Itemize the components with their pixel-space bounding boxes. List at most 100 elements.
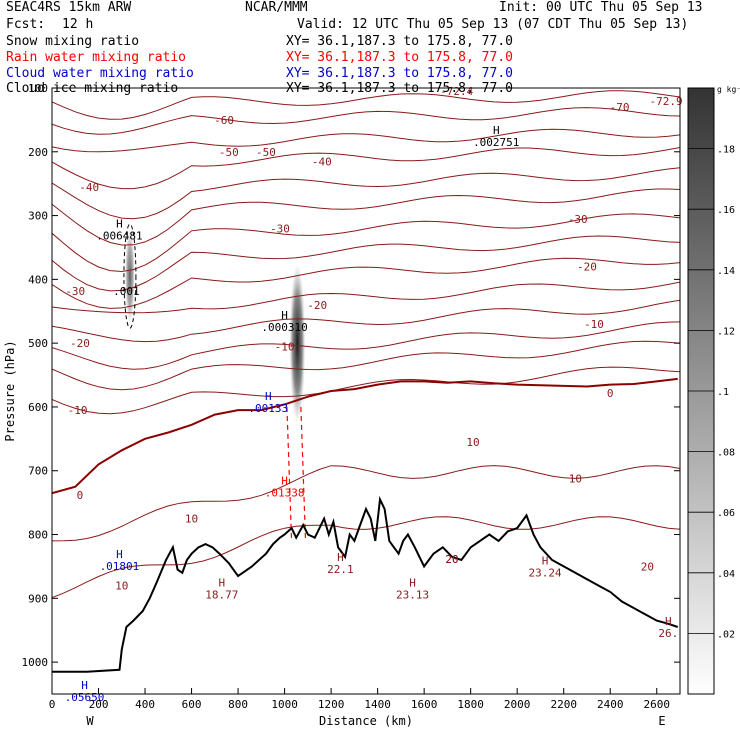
x-tick-label: 2400 xyxy=(597,698,624,711)
x-tick-label: 800 xyxy=(228,698,248,711)
x-tick-label: 400 xyxy=(135,698,155,711)
isotherm xyxy=(52,340,680,391)
isotherm-label: -30 xyxy=(270,222,290,235)
plot-frame xyxy=(51,87,681,695)
isotherm-label: 10 xyxy=(115,580,128,593)
colorbar-tick-label: .1 xyxy=(717,387,729,398)
y-tick-label: 400 xyxy=(28,273,48,286)
max-marker: H xyxy=(493,124,500,137)
isotherm-label: -40 xyxy=(312,155,332,168)
isotherm xyxy=(52,299,680,343)
field-name-cloud-water: Cloud water mixing ratio xyxy=(6,66,194,81)
y-tick-label: 800 xyxy=(28,529,48,542)
isotherm xyxy=(52,188,680,246)
isotherm-label: -72.9 xyxy=(649,95,682,108)
x-tick-label: 1600 xyxy=(411,698,438,711)
isotherm-label: -60 xyxy=(214,114,234,127)
isotherm xyxy=(52,167,680,220)
init-time: Init: 00 UTC Thu 05 Sep 13 xyxy=(499,0,703,15)
isotherm-label: -70 xyxy=(610,101,630,114)
colorbar-tick-label: .02 xyxy=(717,629,735,640)
colorbar-tick-label: .16 xyxy=(717,205,735,216)
isotherm-label: -20 xyxy=(70,337,90,350)
isotherm-label: 10 xyxy=(466,436,479,449)
max-marker: H xyxy=(116,218,123,231)
x-tick-label: 0 xyxy=(49,698,56,711)
isotherm-label: 20 xyxy=(641,560,654,573)
y-tick-label: 600 xyxy=(28,401,48,414)
isotherm xyxy=(52,128,680,153)
max-value: .002751 xyxy=(473,136,519,149)
x-tick-label: 2200 xyxy=(550,698,577,711)
isotherm-label: 10 xyxy=(185,513,198,526)
colorbar-units: g kg⁻¹ xyxy=(717,85,740,94)
isotherm-warm xyxy=(52,516,680,599)
max-marker: H xyxy=(218,577,225,590)
isotherm xyxy=(52,147,680,190)
max-marker: H xyxy=(542,554,549,567)
isotherm-label: 10 xyxy=(569,472,582,485)
isotherm-label: 0 xyxy=(607,387,614,400)
isotherm-label: -40 xyxy=(79,181,99,194)
isotherm xyxy=(52,321,680,370)
field-name-snow: Snow mixing ratio xyxy=(6,34,140,49)
max-value: 23.13 xyxy=(396,589,429,602)
isotherm-label: -72.4 xyxy=(440,85,473,98)
max-marker: H xyxy=(281,475,288,488)
contour-label: 20 xyxy=(445,553,458,566)
y-tick-label: 500 xyxy=(28,337,48,350)
isotherm xyxy=(52,213,680,273)
forecast-hours: 12 h xyxy=(62,17,94,32)
colorbar-tick-label: .14 xyxy=(717,266,735,277)
isotherm xyxy=(52,281,680,314)
x-tick-label: 600 xyxy=(182,698,202,711)
y-tick-label: 100 xyxy=(28,82,48,95)
zero-isotherm xyxy=(52,377,678,495)
colorbar-tick-label: .18 xyxy=(717,145,735,156)
isotherm-label: -10 xyxy=(68,404,88,417)
field-xy-rain: XY= 36.1,187.3 to 175.8, 77.0 xyxy=(286,50,513,65)
isotherm-label: 0 xyxy=(77,489,84,502)
max-marker: H xyxy=(116,548,123,561)
colorbar-tick-label: .06 xyxy=(717,508,735,519)
ice-contour xyxy=(123,223,137,329)
isotherm-label: -30 xyxy=(65,285,85,298)
max-value: 26. xyxy=(658,627,678,640)
isotherm-label: -50 xyxy=(219,146,239,159)
field-xy-cloud-water: XY= 36.1,187.3 to 175.8, 77.0 xyxy=(286,66,513,81)
isotherm xyxy=(52,90,680,120)
max-value: .006481 xyxy=(96,230,142,243)
max-value: .01801 xyxy=(100,560,140,573)
colorbar-tick-label: .12 xyxy=(717,326,735,337)
max-marker: H xyxy=(265,390,272,403)
isotherm-label: -10 xyxy=(275,340,295,353)
x-axis-east: E xyxy=(658,714,665,728)
isotherm xyxy=(52,235,680,292)
isotherm-label: -30 xyxy=(568,213,588,226)
terrain-line xyxy=(52,495,679,673)
field-name-rain: Rain water mixing ratio xyxy=(6,50,187,65)
model-title: SEAC4RS 15km ARW xyxy=(6,0,132,15)
ice-shading xyxy=(124,228,135,325)
max-marker: H xyxy=(409,577,416,590)
contour-label: .001 xyxy=(113,285,140,298)
y-tick-label: 1000 xyxy=(22,656,49,669)
organization: NCAR/MMM xyxy=(245,0,308,15)
isotherm-label: -10 xyxy=(584,318,604,331)
max-marker: H xyxy=(665,615,672,628)
y-tick-label: 300 xyxy=(28,210,48,223)
colorbar-tick-label: .08 xyxy=(717,448,735,459)
colorbar-tick-label: .04 xyxy=(717,569,735,580)
isotherm-label: -20 xyxy=(577,261,597,274)
rain-contour xyxy=(286,406,293,541)
y-tick-label: 200 xyxy=(28,146,48,159)
max-value: 23.24 xyxy=(529,566,562,579)
max-marker: H xyxy=(337,551,344,564)
field-xy-snow: XY= 36.1,187.3 to 175.8, 77.0 xyxy=(286,34,513,49)
isotherm-warm xyxy=(52,465,680,542)
y-axis-label: Pressure (hPa) xyxy=(3,340,17,441)
x-axis-west: W xyxy=(86,714,94,728)
isotherm-label: -50 xyxy=(256,146,276,159)
forecast-label: Fcst: xyxy=(6,17,46,32)
